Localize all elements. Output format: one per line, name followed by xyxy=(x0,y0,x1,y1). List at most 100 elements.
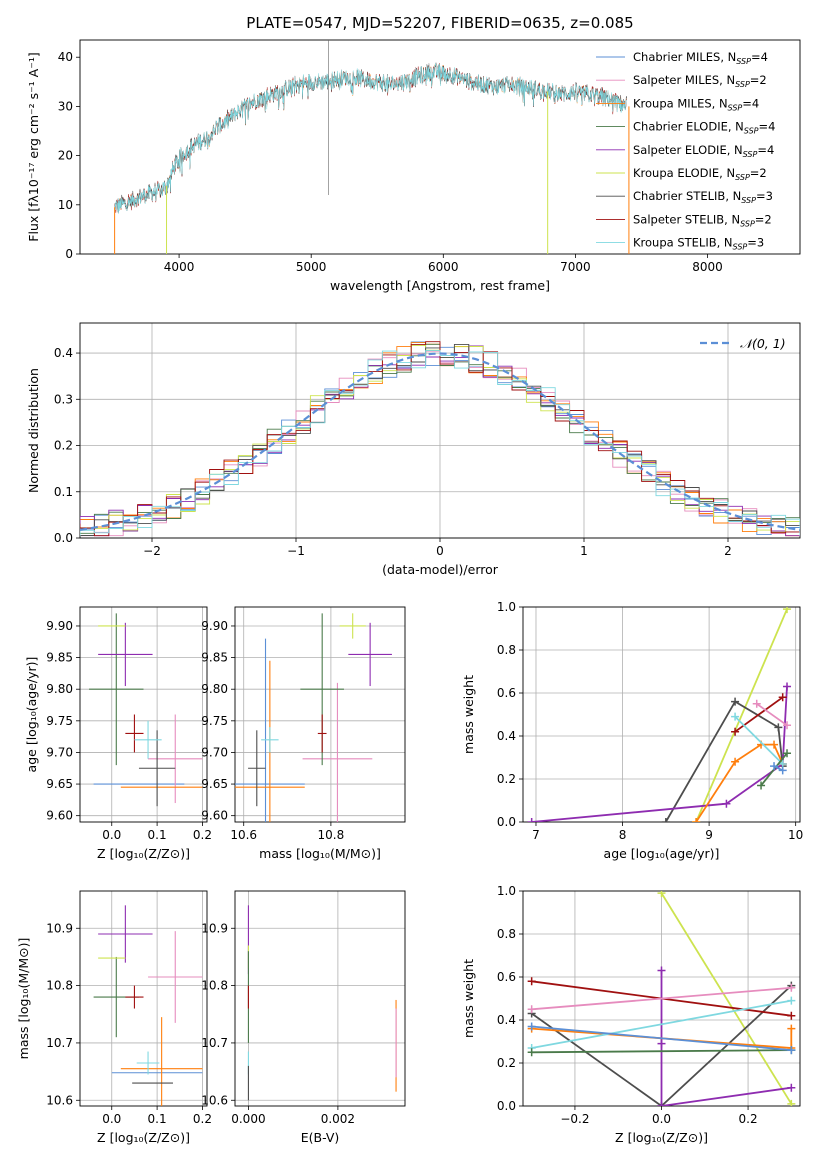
tick-label-x: 10.6 xyxy=(230,828,257,842)
tick-label-x: 0.002 xyxy=(321,1112,355,1126)
weight-marker-chabrier_miles xyxy=(527,1022,536,1031)
weight-marker-salpeter_elodie xyxy=(783,682,792,691)
age-vs-metallicity-points xyxy=(89,613,203,807)
tick-label-x: −0.2 xyxy=(560,1112,589,1126)
weight-marker-kroupa_miles xyxy=(770,740,779,749)
tick-label-x: 9 xyxy=(705,828,713,842)
tick-label-y: 9.85 xyxy=(201,651,228,665)
weight-marker-chabrier_miles xyxy=(778,766,787,775)
tick-label-y: 0.8 xyxy=(497,927,516,941)
tick-label-y: 10.6 xyxy=(46,1093,73,1107)
mass-weight-vs-metallicity-lines xyxy=(527,891,796,1106)
weight-marker-salpeter_elodie xyxy=(657,1039,666,1048)
normal-curve xyxy=(80,352,800,531)
mass-weight-vs-metallicity-plot: −0.2 0.0 0.2 0.0 0.2 0.4 0.6 0.8 1.0 Z [log₁₀(Z/Z… xyxy=(461,884,801,1145)
tick-label-y: 10.8 xyxy=(201,979,228,993)
weight-line-salpeter_miles xyxy=(756,703,788,727)
weight-line-kroupa_stelib xyxy=(531,999,792,1049)
mass-vs-metallicity-points xyxy=(93,905,203,1106)
weight-marker-salpeter_elodie xyxy=(527,818,536,822)
weight-marker-salpeter_elodie xyxy=(657,1102,666,1106)
weight-line-kroupa_elodie xyxy=(660,892,793,1105)
tick-label-y: 0.3 xyxy=(54,392,73,406)
tick-label-x: 0.0 xyxy=(102,1112,121,1126)
axes-frame xyxy=(79,890,208,1107)
tick-label-y: 9.70 xyxy=(201,745,228,759)
mass-vs-extinction-plot: 0.000 0.002 10.6 10.7 10.8 10.9 E(B-V) xyxy=(201,890,406,1145)
tick-label-y: 0.0 xyxy=(497,815,516,829)
tick-label-y: 9.80 xyxy=(201,682,228,696)
tick-label-x: 10.8 xyxy=(318,828,345,842)
tick-label-x: 0.1 xyxy=(148,828,167,842)
weight-marker-kroupa_elodie xyxy=(783,607,792,614)
age-vs-mass-plot: 10.6 10.8 9.60 9.65 9.70 9.75 9.80 9.85 9.90 mass… xyxy=(201,606,406,861)
tick-label-y: 9.65 xyxy=(46,777,73,791)
weight-marker-salpeter_stelib xyxy=(778,693,787,702)
tick-label-x: 5000 xyxy=(296,260,327,274)
y-axis-label: Normed distribution xyxy=(26,368,41,493)
tick-label-y: 10.8 xyxy=(46,979,73,993)
tick-label-x: 0.2 xyxy=(739,1112,758,1126)
weight-marker-salpeter_miles xyxy=(752,699,761,708)
tick-label-y: 0.4 xyxy=(497,1013,516,1027)
tick-label-x: 8000 xyxy=(692,260,723,274)
tick-label-x: 4000 xyxy=(164,260,195,274)
weight-marker-salpeter_elodie xyxy=(787,1083,796,1092)
legend-label-kroupa_miles: Kroupa MILES, NSSP=4 xyxy=(633,96,759,112)
weight-marker-chabrier_elodie xyxy=(757,781,766,790)
tick-label-y: 9.85 xyxy=(46,651,73,665)
tick-label-x: 7000 xyxy=(560,260,591,274)
axes-frame xyxy=(522,606,801,823)
tick-label-y: 0.2 xyxy=(54,439,73,453)
residual-hists xyxy=(80,341,800,537)
legend-label-normal: 𝒩(0, 1) xyxy=(740,336,786,351)
tick-label-y: 1.0 xyxy=(497,884,516,898)
tick-label-y: 9.90 xyxy=(46,619,73,633)
legend-label-salpeter_miles: Salpeter MILES, NSSP=2 xyxy=(633,73,767,89)
tick-label-y: 40 xyxy=(58,50,73,64)
weight-marker-kroupa_elodie xyxy=(657,891,666,898)
tick-label-x: 0 xyxy=(436,544,444,558)
x-axis-label: E(B-V) xyxy=(301,1130,340,1145)
y-axis-label: age [log₁₀(age/yr)] xyxy=(24,657,39,773)
weight-marker-kroupa_miles xyxy=(787,1024,796,1033)
weight-line-salpeter_elodie xyxy=(660,970,792,1106)
y-axis-label: mass weight xyxy=(461,675,476,754)
tick-label-x: 0.000 xyxy=(231,1112,265,1126)
legend-label-salpeter_elodie: Salpeter ELODIE, NSSP=4 xyxy=(633,143,774,159)
x-axis-label: age [log₁₀(age/yr)] xyxy=(604,846,720,861)
tick-label-x: 8 xyxy=(619,828,627,842)
x-axis-label: Z [log₁₀(Z/Z⊙)] xyxy=(97,1130,190,1145)
legend-label-chabrier_elodie: Chabrier ELODIE, NSSP=4 xyxy=(633,120,775,136)
mass-vs-metallicity-plot: 0.0 0.1 0.2 10.6 10.7 10.8 10.9 Z [log₁₀(Z/Z⊙)]… xyxy=(16,890,212,1145)
tick-label-x: 2 xyxy=(724,544,732,558)
tick-label-y: 0.8 xyxy=(497,643,516,657)
tick-label-y: 30 xyxy=(58,99,73,113)
weight-marker-chabrier_stelib xyxy=(661,818,670,822)
tick-label-y: 9.75 xyxy=(201,714,228,728)
tick-label-y: 0.6 xyxy=(497,970,516,984)
y-axis-label: mass [log₁₀(M/M⊙)] xyxy=(16,938,31,1060)
tick-label-y: 0.2 xyxy=(497,1056,516,1070)
tick-label-y: 10.7 xyxy=(201,1036,228,1050)
weight-marker-salpeter_elodie xyxy=(657,966,666,975)
axes-frame xyxy=(234,890,406,1107)
tick-label-y: 9.65 xyxy=(201,777,228,791)
weight-marker-chabrier_elodie xyxy=(783,749,792,758)
tick-label-y: 0.6 xyxy=(497,686,516,700)
weight-marker-kroupa_stelib xyxy=(731,712,740,721)
tick-label-y: 9.70 xyxy=(46,745,73,759)
axes-frame xyxy=(234,606,406,823)
x-axis-label: wavelength [Angstrom, rest frame] xyxy=(330,278,550,293)
tick-label-y: 0.2 xyxy=(497,772,516,786)
weight-line-chabrier_stelib xyxy=(665,700,784,822)
tick-label-y: 10 xyxy=(58,198,73,212)
tick-label-y: 9.80 xyxy=(46,682,73,696)
figure-title: PLATE=0547, MJD=52207, FIBERID=0635, z=0… xyxy=(246,14,633,32)
weight-line-chabrier_stelib xyxy=(531,984,792,1106)
weight-marker-kroupa_stelib xyxy=(787,996,796,1005)
weight-marker-salpeter_elodie xyxy=(722,799,731,808)
tick-label-x: 10 xyxy=(788,828,803,842)
tick-label-x: 0.2 xyxy=(193,1112,212,1126)
weight-marker-kroupa_elodie xyxy=(787,1099,796,1106)
